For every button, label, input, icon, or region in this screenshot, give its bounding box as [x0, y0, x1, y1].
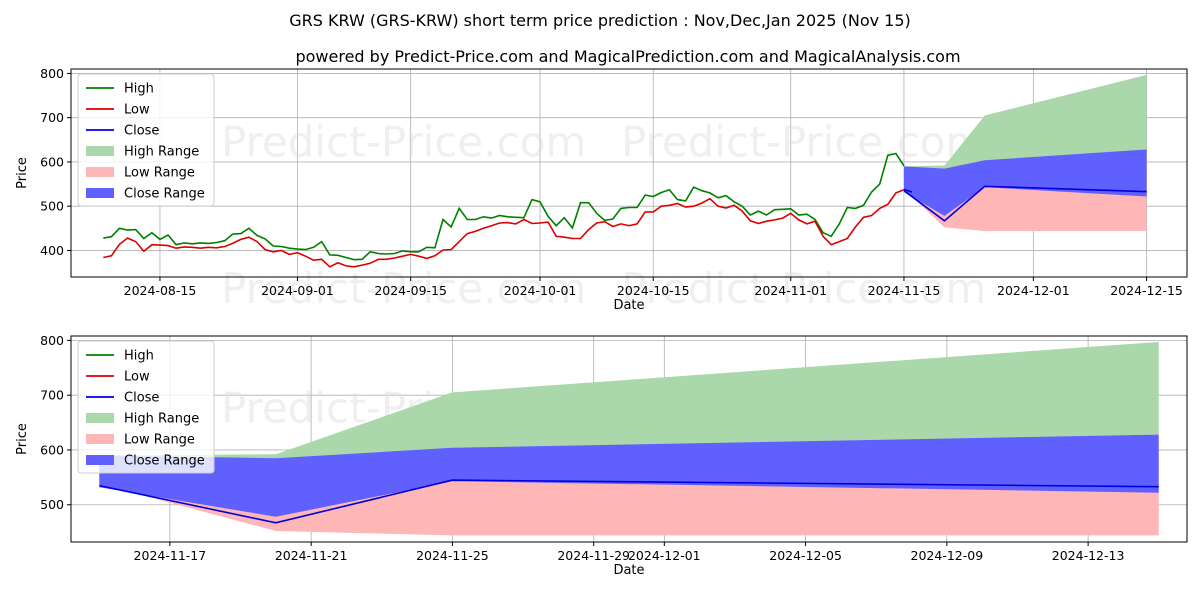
x-tick-label: 2024-11-17: [134, 548, 207, 563]
low-series-line: [103, 189, 905, 268]
legend-label: High: [124, 349, 154, 364]
plot-area: [103, 74, 1147, 268]
legend-label: High Range: [124, 412, 199, 427]
watermark-text: Predict-Price.com: [621, 264, 986, 313]
legend-label: Close: [124, 391, 159, 406]
x-tick-label: 2024-11-01: [754, 283, 827, 298]
x-tick-label: 2024-10-15: [617, 283, 690, 298]
y-tick-label: 500: [40, 199, 64, 214]
x-tick-label: 2024-12-05: [769, 548, 842, 563]
close-range-band: [904, 149, 1147, 216]
x-tick-label: 2024-12-01: [628, 548, 701, 563]
legend-label: High: [124, 82, 154, 97]
x-tick-label: 2024-11-15: [868, 283, 941, 298]
high-range-band: [904, 74, 1147, 193]
close-forecast-line: [903, 185, 1147, 222]
chart-title: GRS KRW (GRS-KRW) short term price predi…: [289, 11, 911, 30]
x-tick-label: 2024-09-01: [261, 283, 334, 298]
y-tick-label: 800: [40, 66, 64, 81]
legend-label: Low: [124, 103, 150, 118]
legend-swatch-patch: [86, 434, 114, 444]
y-tick-label: 500: [40, 497, 64, 512]
x-tick-label: 2024-10-01: [504, 283, 577, 298]
y-tick-label: 700: [40, 388, 64, 403]
y-axis-label: Price: [15, 157, 30, 189]
x-tick-label: 2024-12-01: [997, 283, 1070, 298]
y-axis-label: Price: [15, 423, 30, 455]
legend-label: High Range: [124, 145, 199, 160]
x-tick-label: 2024-12-15: [1110, 283, 1183, 298]
x-tick-label: 2024-12-09: [911, 548, 984, 563]
high-range-band: [99, 342, 1159, 489]
legend-label: Low Range: [124, 433, 195, 448]
close-range-band: [99, 434, 1159, 517]
x-axis-label: Date: [613, 298, 644, 313]
y-tick-label: 700: [40, 110, 64, 125]
close-series-line: [903, 188, 913, 193]
watermark-text: Predict-Price.com: [221, 117, 586, 166]
watermark-text: Predict-Price.com: [221, 264, 586, 313]
watermark-text: Predict-Price.com: [621, 117, 986, 166]
axis-ticks: 2024-11-17 2024-11-21 2024-11-25 2024-11-29…: [40, 333, 1124, 563]
y-tick-label: 600: [40, 442, 64, 457]
legend-swatch-patch: [86, 167, 114, 177]
legend: High Low Close High Range Low Range Close Ran…: [77, 73, 215, 207]
x-tick-label: 2024-11-29: [557, 548, 630, 563]
legend: High Low Close High Range Low Range Close Ran…: [77, 340, 215, 474]
x-tick-label: 2024-11-25: [416, 548, 489, 563]
legend-swatch-patch: [86, 413, 114, 423]
axis-ticks: 2024-08-15 2024-09-01 2024-09-15 2024-10-01…: [40, 66, 1183, 298]
chart-subtitle: powered by Predict-Price.com and Magical…: [295, 47, 960, 66]
close-forecast-line: [99, 479, 1159, 524]
legend-label: Low Range: [124, 166, 195, 181]
high-series-line: [103, 152, 905, 261]
legend-label: Close: [124, 124, 159, 139]
bottom-panel: Predict-Price.comPredict-Price.com2024-1…: [15, 333, 1188, 578]
watermark-group: Predict-Price.com Predict-Price.com Predic…: [221, 117, 986, 313]
x-tick-label: 2024-11-21: [275, 548, 348, 563]
legend-swatch-patch: [86, 146, 114, 156]
y-tick-label: 400: [40, 243, 64, 258]
x-tick-label: 2024-12-13: [1052, 548, 1125, 563]
y-tick-label: 800: [40, 333, 64, 348]
legend-label: Close Range: [124, 187, 205, 202]
x-tick-label: 2024-08-15: [124, 283, 197, 298]
plot-area: [99, 342, 1159, 536]
legend-label: Low: [124, 370, 150, 385]
top-panel: Predict-Price.com Predict-Price.com Predic…: [15, 66, 1188, 313]
legend-swatch-patch: [86, 455, 114, 465]
plot-frame: [70, 68, 1188, 278]
x-axis-label: Date: [613, 563, 644, 578]
plot-frame: [70, 335, 1188, 543]
y-tick-label: 600: [40, 154, 64, 169]
legend-swatch-patch: [86, 188, 114, 198]
x-tick-label: 2024-09-15: [374, 283, 447, 298]
legend-label: Close Range: [124, 454, 205, 469]
